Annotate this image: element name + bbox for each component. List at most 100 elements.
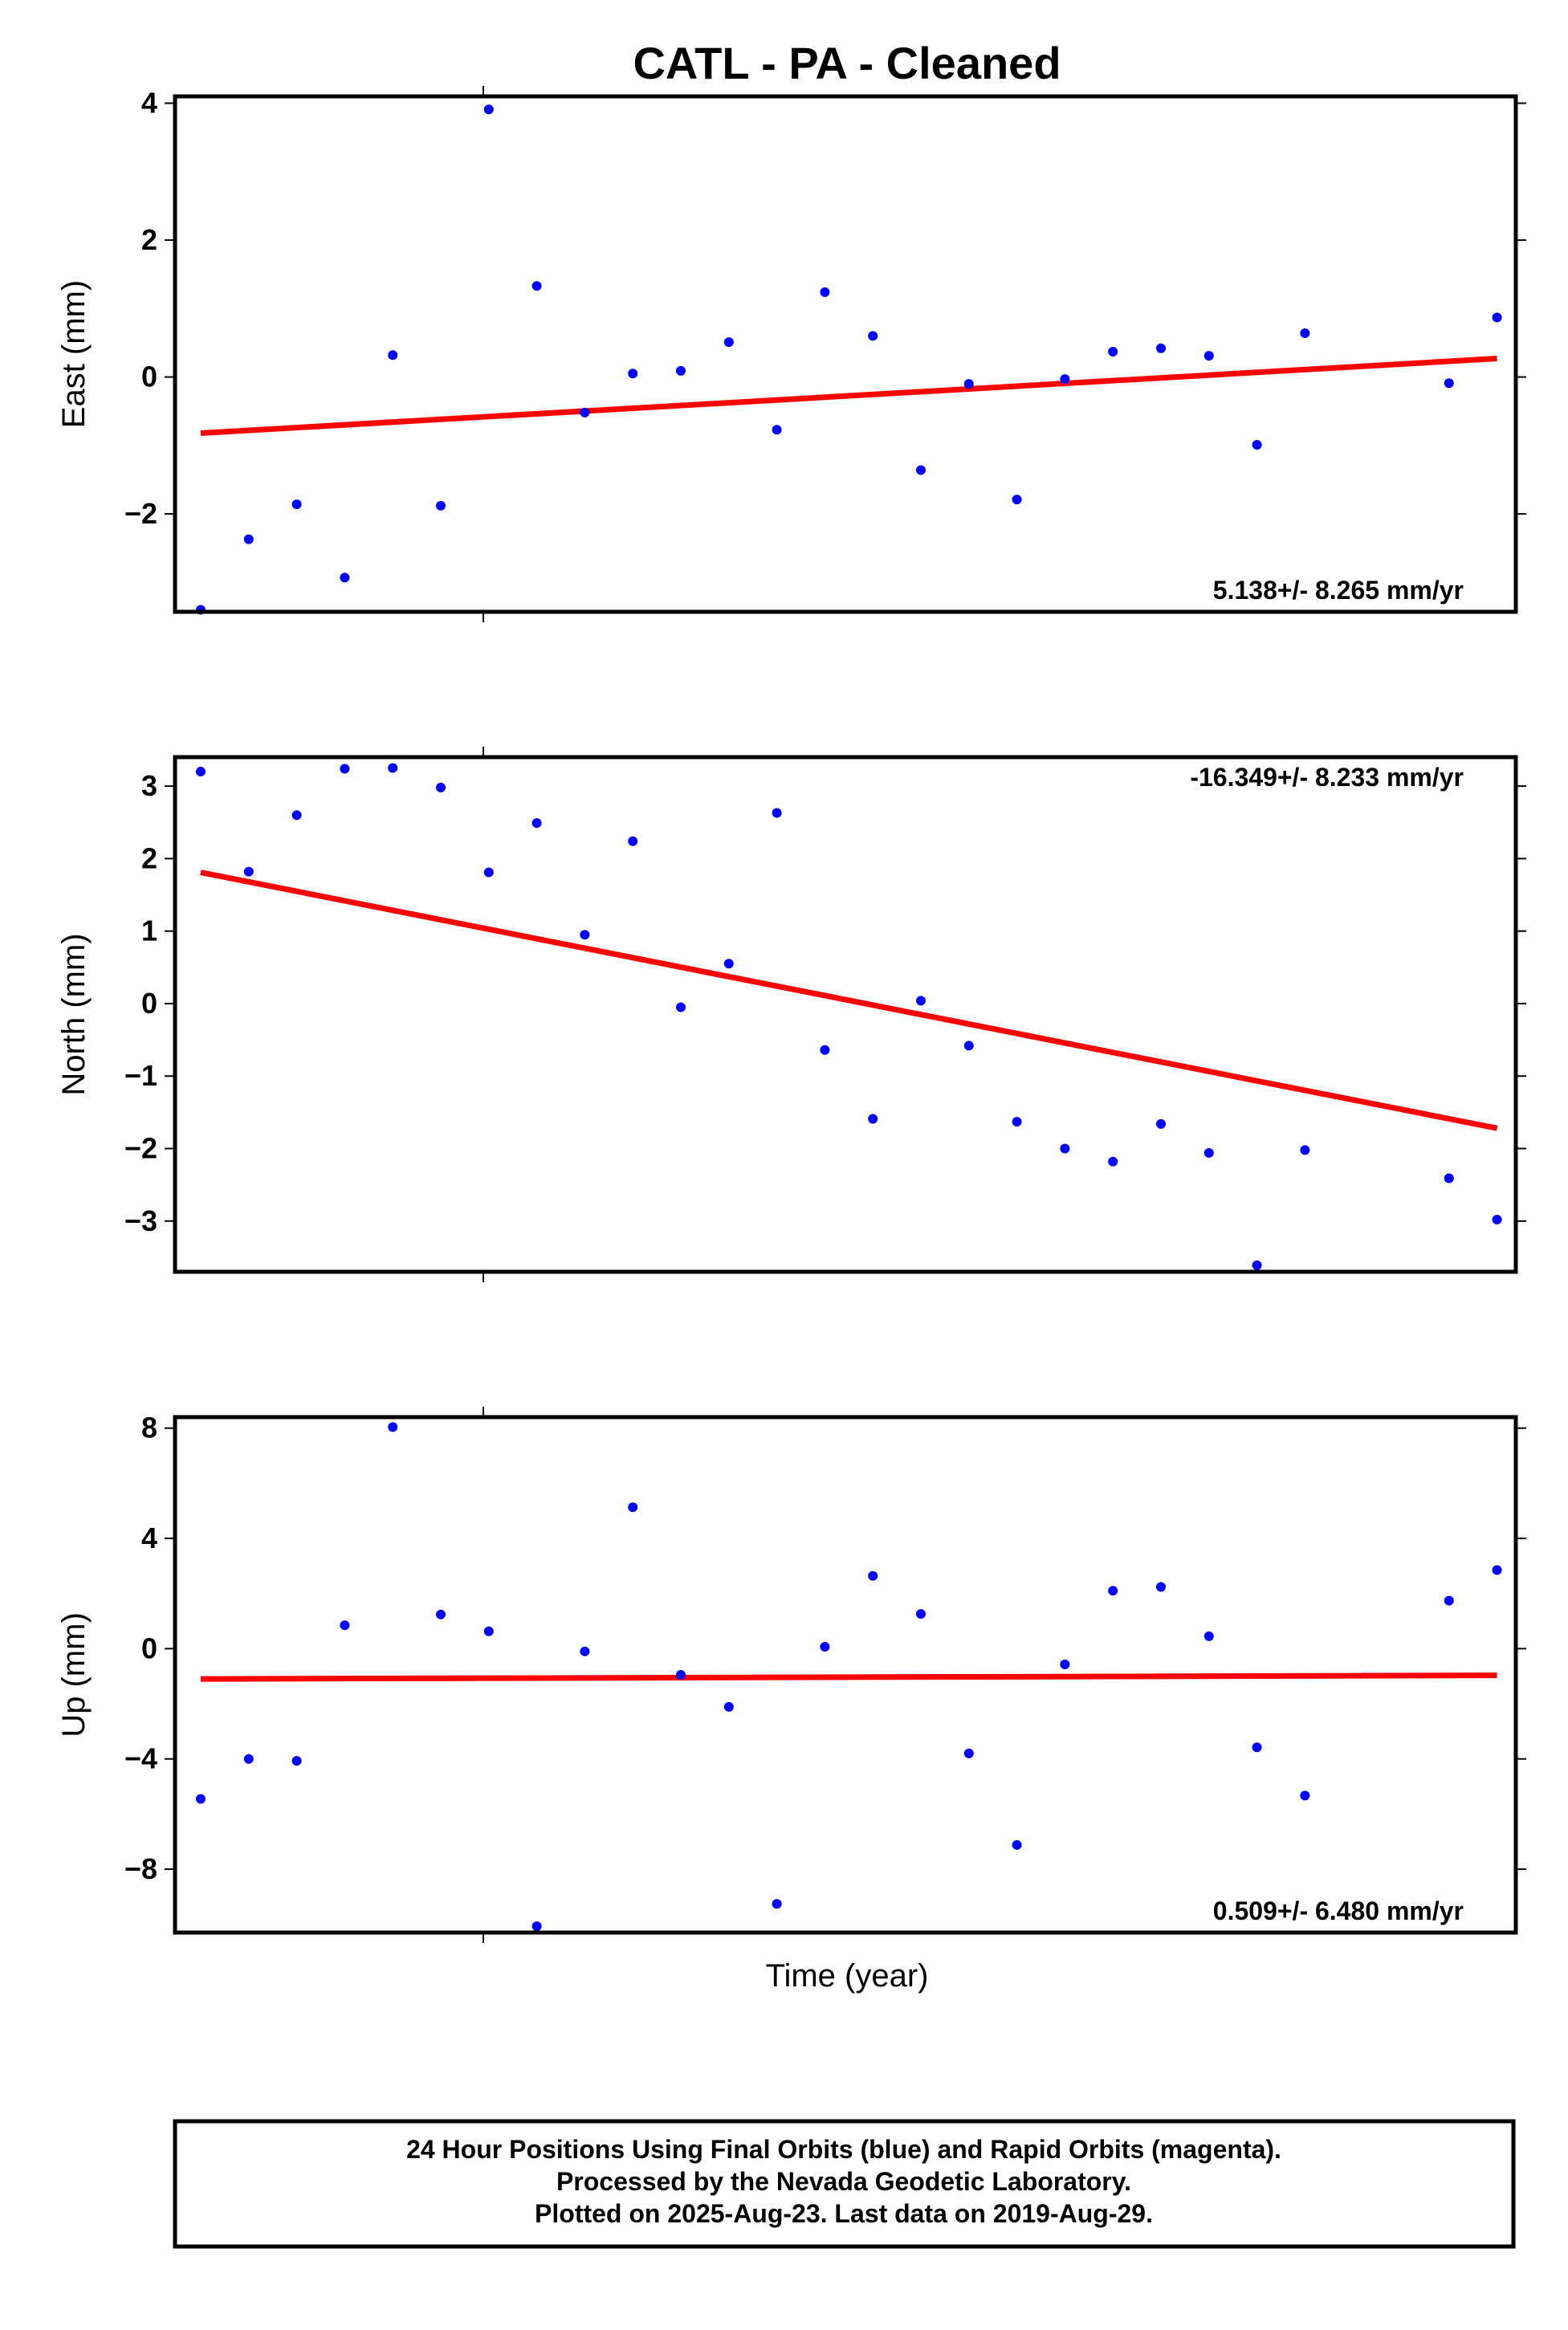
- north-ytick-label: 3: [141, 769, 157, 802]
- up-rate-annotation: 0.509+/- 6.480 mm/yr: [1213, 1896, 1464, 1925]
- east-data-point: [1012, 495, 1022, 505]
- east-data-point: [676, 365, 686, 376]
- east-data-point: [291, 499, 302, 510]
- east-ytick-label: −2: [124, 497, 157, 530]
- north-ytick-label: 2: [141, 841, 157, 874]
- north-data-point: [483, 867, 494, 878]
- north-data-point: [531, 818, 542, 829]
- up-ytick-label: 8: [141, 1411, 157, 1444]
- east-data-point: [436, 500, 446, 511]
- east-frame: [173, 94, 1518, 614]
- up-data-point: [723, 1701, 734, 1712]
- east-ytick-label: 2: [141, 223, 157, 256]
- north-data-point: [1012, 1117, 1022, 1127]
- up-data-point: [196, 1794, 206, 1804]
- up-data-point: [628, 1502, 638, 1513]
- east-data-point: [916, 465, 926, 475]
- east-data-point: [483, 104, 494, 115]
- up-ytick-label: 0: [141, 1631, 157, 1664]
- up-trend-line: [200, 1672, 1497, 1682]
- north-data-point: [628, 836, 638, 846]
- north-data-point: [340, 764, 350, 774]
- north-y-axis-label: North (mm): [56, 933, 92, 1095]
- north-data-point: [723, 959, 734, 969]
- north-data-point: [388, 763, 398, 773]
- north-data-point: [1252, 1260, 1262, 1270]
- north-data-point: [772, 808, 782, 818]
- up-y-axis-label: Up (mm): [56, 1612, 92, 1737]
- north-frame: [173, 755, 1518, 1274]
- north-data-point: [1060, 1143, 1070, 1154]
- east-data-point: [1252, 439, 1262, 450]
- east-panel: −2 0 2 4 East (mm) 5.138+/- 8.265 mm/yr: [56, 86, 1526, 622]
- up-data-point: [580, 1646, 590, 1656]
- up-data-point: [1203, 1631, 1214, 1641]
- up-panel: −8 −4 0 4 8 Up (mm) 0.509+/- 6.480 mm/yr: [56, 1407, 1526, 1943]
- east-data-point: [1492, 312, 1502, 323]
- north-data-point: [1203, 1147, 1214, 1158]
- up-data-point: [1012, 1839, 1022, 1850]
- north-ytick-label: 0: [141, 987, 157, 1020]
- up-data-point: [1156, 1582, 1166, 1592]
- up-data-point: [1108, 1586, 1118, 1596]
- up-data-point: [676, 1670, 686, 1680]
- up-data-point: [916, 1609, 926, 1619]
- north-data-point: [1444, 1173, 1454, 1183]
- east-data-point: [628, 369, 638, 379]
- east-data-point: [868, 331, 878, 341]
- east-data-point: [723, 337, 734, 348]
- up-data-point: [291, 1756, 302, 1766]
- footer-line-1: 24 Hour Positions Using Final Orbits (bl…: [406, 2135, 1281, 2164]
- up-data-point: [868, 1570, 878, 1581]
- east-y-axis-label: East (mm): [56, 280, 92, 428]
- north-rate-annotation: -16.349+/- 8.233 mm/yr: [1190, 763, 1464, 792]
- north-data-point: [580, 930, 590, 940]
- chart-title: CATL - PA - Cleaned: [633, 38, 1061, 88]
- east-data-point: [1108, 347, 1118, 357]
- north-ytick-label: −2: [124, 1132, 157, 1165]
- east-data-point: [243, 534, 254, 544]
- up-data-point: [820, 1641, 830, 1652]
- east-data-point: [340, 572, 350, 583]
- east-data-point: [963, 379, 974, 389]
- north-data-point: [1300, 1145, 1310, 1155]
- east-data-point: [1060, 374, 1070, 385]
- up-data-point: [1492, 1565, 1502, 1575]
- up-data-point: [531, 1921, 542, 1932]
- up-data-point: [483, 1626, 494, 1636]
- north-data-point: [963, 1041, 974, 1051]
- east-data-point: [388, 350, 398, 360]
- footer-line-3: Plotted on 2025-Aug-23. Last data on 201…: [535, 2199, 1153, 2228]
- east-data-point: [580, 407, 590, 418]
- up-ytick-label: −4: [124, 1742, 157, 1775]
- east-data-point: [1300, 328, 1310, 338]
- north-panel: −3 −2 −1 0 1 2 3 North (mm) -16.349+/- 8.233 mm/…: [56, 747, 1526, 1282]
- footer-box: [173, 2119, 1516, 2249]
- north-data-point: [916, 996, 926, 1006]
- north-data-point: [676, 1002, 686, 1012]
- east-data-point: [820, 287, 830, 297]
- x-axis-label: Time (year): [766, 1958, 929, 1994]
- north-data-point: [1156, 1118, 1166, 1129]
- north-data-point: [243, 866, 254, 877]
- north-ytick-label: −3: [124, 1204, 157, 1237]
- up-data-point: [1300, 1790, 1310, 1801]
- north-data-point: [820, 1045, 830, 1055]
- up-ytick-label: 4: [141, 1521, 157, 1554]
- north-ytick-label: 1: [141, 914, 157, 947]
- east-trend-line: [200, 356, 1497, 436]
- north-data-point: [1492, 1214, 1502, 1224]
- east-data-point: [1156, 343, 1166, 353]
- north-data-point: [436, 782, 446, 792]
- up-data-point: [243, 1754, 254, 1764]
- east-data-point: [772, 425, 782, 435]
- north-ytick-label: −1: [124, 1059, 157, 1092]
- north-data-point: [291, 810, 302, 821]
- up-data-point: [772, 1899, 782, 1909]
- footer-line-2: Processed by the Nevada Geodetic Laborat…: [556, 2167, 1131, 2196]
- north-data-point: [196, 767, 206, 777]
- up-data-point: [340, 1620, 350, 1631]
- east-data-point: [531, 281, 542, 291]
- up-frame: [173, 1415, 1518, 1935]
